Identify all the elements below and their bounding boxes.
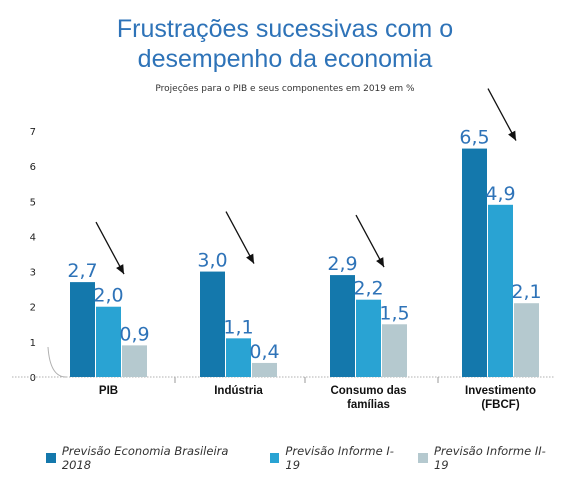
legend-swatch-series1 bbox=[46, 453, 56, 463]
category-label: (FBCF) bbox=[481, 399, 519, 411]
bar bbox=[96, 306, 121, 377]
y-axis-stub bbox=[47, 346, 67, 378]
bar bbox=[70, 282, 95, 377]
bar-value-label: 0,4 bbox=[249, 341, 279, 363]
category-label: PIB bbox=[99, 385, 118, 397]
trend-arrow-head bbox=[116, 264, 124, 275]
trend-arrow-line bbox=[95, 221, 125, 275]
y-tick-label: 4 bbox=[30, 232, 36, 243]
chart-legend: Previsão Economia Brasileira 2018 Previs… bbox=[46, 444, 570, 472]
trend-arrow-line bbox=[225, 211, 255, 264]
bar bbox=[462, 148, 487, 377]
legend-item-series1: Previsão Economia Brasileira 2018 bbox=[46, 444, 258, 472]
bar-value-label: 6,5 bbox=[459, 127, 489, 149]
trend-arrow-head bbox=[508, 130, 516, 141]
bar-value-label: 2,1 bbox=[511, 281, 541, 303]
y-tick-label: 2 bbox=[30, 303, 36, 314]
chart-title: Frustrações sucessivas com o desempenho … bbox=[0, 14, 570, 74]
bar-value-label: 0,9 bbox=[119, 323, 149, 345]
category-label: famílias bbox=[347, 399, 390, 411]
bar-value-label: 2,9 bbox=[327, 253, 357, 275]
legend-label-series2: Previsão Informe I-19 bbox=[285, 444, 394, 472]
legend-label-series1: Previsão Economia Brasileira 2018 bbox=[61, 444, 229, 472]
y-tick-label: 1 bbox=[30, 338, 36, 349]
bar bbox=[382, 324, 407, 377]
chart-subtitle: Projeções para o PIB e seus componentes … bbox=[155, 84, 415, 94]
bar bbox=[122, 345, 147, 377]
chart-title-line2: desempenho da economia bbox=[137, 45, 433, 73]
bar-value-label: 1,5 bbox=[379, 302, 409, 324]
bar-value-label: 2,2 bbox=[353, 278, 383, 300]
trend-arrow-head bbox=[376, 257, 384, 268]
trend-arrow-head bbox=[246, 253, 254, 264]
bar bbox=[252, 362, 277, 377]
y-tick-label: 3 bbox=[30, 268, 36, 279]
y-tick-label: 7 bbox=[30, 127, 36, 138]
bar bbox=[330, 275, 355, 377]
bar-value-label: 2,0 bbox=[93, 285, 123, 307]
category-label: Investimento bbox=[465, 385, 536, 397]
chart-title-line1: Frustrações sucessivas com o bbox=[116, 15, 454, 43]
trend-arrow-line bbox=[355, 214, 385, 268]
y-tick-label: 5 bbox=[30, 197, 36, 208]
legend-swatch-series3 bbox=[418, 453, 428, 463]
bar bbox=[200, 271, 225, 377]
legend-item-series3: Previsão Informe II-19 bbox=[418, 444, 558, 472]
y-tick-label: 6 bbox=[30, 162, 36, 173]
bar-value-label: 1,1 bbox=[223, 316, 253, 338]
bar bbox=[226, 338, 251, 377]
trend-arrow-line bbox=[487, 88, 517, 141]
bar bbox=[488, 204, 513, 377]
category-label: Indústria bbox=[214, 385, 263, 397]
y-tick-label: 0 bbox=[30, 373, 36, 384]
category-label: Consumo das bbox=[330, 385, 406, 397]
legend-item-series2: Previsão Informe I-19 bbox=[269, 444, 407, 472]
bar-value-label: 2,7 bbox=[67, 260, 97, 282]
bar-value-label: 4,9 bbox=[485, 183, 515, 205]
legend-label-series3: Previsão Informe II-19 bbox=[433, 444, 546, 472]
bar bbox=[514, 303, 539, 377]
bar bbox=[356, 299, 381, 377]
legend-swatch-series2 bbox=[269, 453, 280, 463]
bar-value-label: 3,0 bbox=[197, 250, 227, 272]
